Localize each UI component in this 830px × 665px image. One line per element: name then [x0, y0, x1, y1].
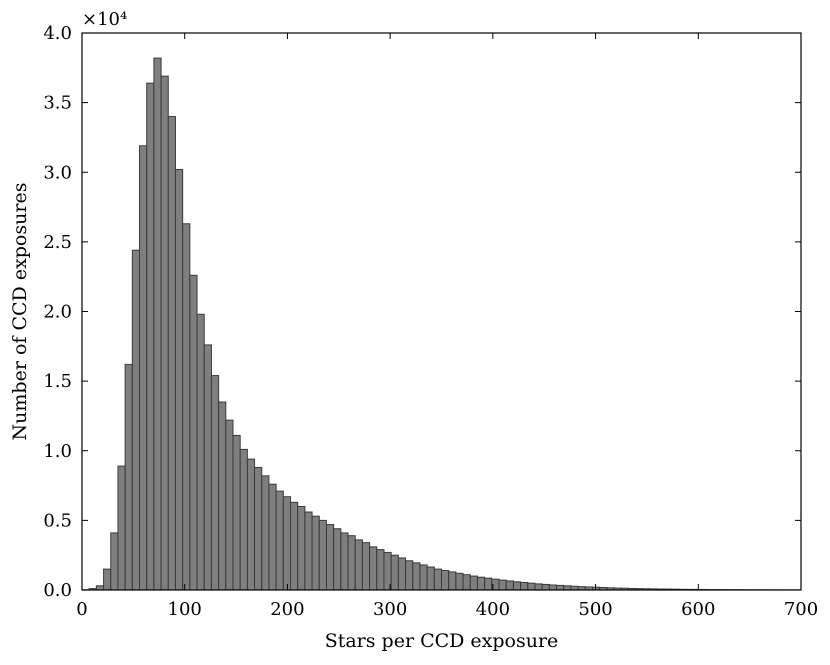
- histogram-bar: [261, 475, 270, 591]
- histogram-bar: [340, 532, 349, 591]
- histogram-bar: [153, 57, 162, 591]
- y-tick-label: 3.0: [43, 162, 72, 183]
- histogram-bar: [304, 511, 313, 591]
- histogram-bar: [167, 116, 176, 591]
- histogram-bar: [131, 249, 141, 591]
- histogram-bar: [246, 458, 256, 591]
- histogram-bar: [117, 465, 126, 591]
- x-tick-label: 600: [681, 599, 715, 620]
- histogram-bar: [512, 581, 522, 591]
- x-tick-label: 200: [270, 599, 304, 620]
- histogram-bar: [139, 145, 148, 591]
- histogram-bar: [218, 401, 227, 591]
- histogram-bar: [318, 519, 327, 591]
- histogram-bar: [462, 574, 471, 591]
- histogram-bar: [548, 584, 558, 591]
- histogram-bar: [354, 539, 363, 591]
- histogram-bar: [146, 82, 155, 591]
- histogram-bar: [182, 223, 191, 591]
- x-tick-label: 0: [76, 599, 87, 620]
- histogram-bar: [290, 501, 299, 591]
- histogram-bar: [311, 515, 320, 591]
- histogram-bar: [110, 532, 119, 591]
- histogram-bar: [203, 344, 212, 591]
- histogram-bar: [268, 483, 277, 591]
- histogram-bar: [297, 505, 306, 591]
- y-tick-label: 4.0: [43, 23, 72, 44]
- histogram-bar: [441, 570, 450, 591]
- histogram-bar: [95, 585, 105, 591]
- histogram-bar: [556, 584, 565, 591]
- histogram-bar: [282, 496, 292, 591]
- x-tick-label: 400: [476, 599, 510, 620]
- histogram-bar: [232, 434, 241, 591]
- histogram-bar: [160, 75, 169, 591]
- histogram-bar: [333, 528, 342, 591]
- histogram-bar: [476, 576, 486, 591]
- histogram-bar: [563, 585, 572, 591]
- histogram-bar: [448, 571, 457, 591]
- x-axis-label: Stars per CCD exposure: [325, 630, 559, 652]
- y-tick-label: 2.5: [43, 232, 72, 253]
- histogram-bar: [390, 554, 399, 591]
- histogram-bar: [124, 363, 133, 591]
- histogram-bar: [412, 562, 421, 591]
- y-tick-label: 1.5: [43, 371, 72, 392]
- x-tick-label: 300: [373, 599, 407, 620]
- y-tick-label: 0.0: [43, 580, 72, 601]
- histogram-bar: [455, 572, 464, 591]
- histogram-bar: [275, 490, 284, 591]
- x-tick-label: 500: [578, 599, 612, 620]
- histogram-bar: [347, 535, 356, 591]
- x-tick-label: 100: [168, 599, 202, 620]
- histogram-bar: [210, 375, 220, 591]
- histogram-bar: [376, 549, 385, 591]
- histogram-bar: [369, 546, 378, 591]
- histogram-bar: [405, 560, 414, 591]
- y-tick-label: 1.0: [43, 441, 72, 462]
- histogram-bar: [254, 466, 263, 591]
- histogram-bar: [225, 419, 234, 591]
- histogram-bar: [433, 568, 442, 591]
- y-tick-label: 2.0: [43, 302, 72, 323]
- axis-ticks: 0 100 200 300 400 500 600 700 0.0 0.5 1.0 1.5 2.0 2.5…: [43, 23, 818, 620]
- y-axis-multiplier: ×10⁴: [82, 9, 127, 30]
- histogram-bar: [541, 583, 550, 591]
- histogram-bar: [520, 581, 529, 591]
- histogram-bar: [527, 582, 536, 591]
- histogram-bar: [174, 168, 184, 591]
- y-axis-label: Number of CCD exposures: [9, 183, 31, 441]
- x-tick-label: 700: [784, 599, 818, 620]
- y-tick-label: 0.5: [43, 510, 72, 531]
- histogram-bar: [419, 564, 428, 591]
- histogram-bar: [103, 568, 112, 591]
- histogram-bar: [196, 313, 205, 591]
- histogram-bar: [189, 274, 198, 591]
- histogram-bar: [484, 577, 493, 591]
- histogram-bars: [81, 57, 802, 591]
- histogram-bar: [361, 542, 371, 591]
- histogram-bar: [325, 524, 335, 591]
- histogram-bar: [469, 575, 478, 591]
- histogram-bar: [239, 448, 248, 591]
- histogram-bar: [534, 583, 543, 591]
- histogram-bar: [397, 557, 407, 591]
- y-tick-label: 3.5: [43, 93, 72, 114]
- histogram-bar: [505, 580, 514, 591]
- histogram-bar: [498, 579, 507, 591]
- histogram-bar: [426, 566, 435, 591]
